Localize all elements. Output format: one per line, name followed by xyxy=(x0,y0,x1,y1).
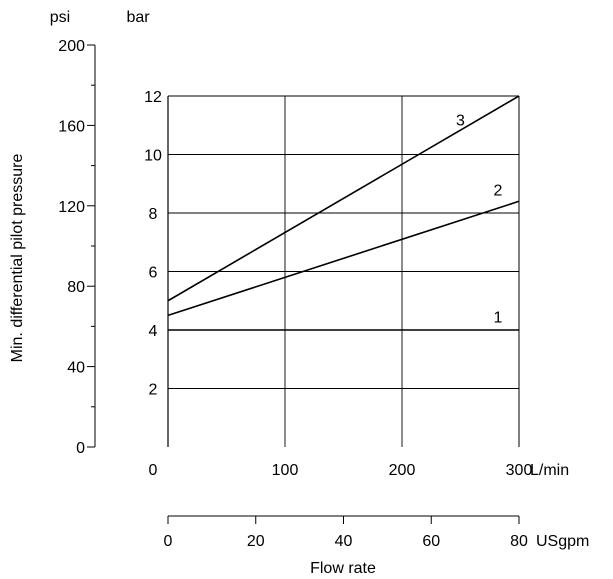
psi-axis: 0 40 80 120 160 200 xyxy=(58,38,96,457)
lmin-tick-label: 300 xyxy=(506,462,533,479)
series-line-2 xyxy=(167,200,520,317)
y-axis-title: Min. differential pilot pressure xyxy=(9,154,26,363)
lmin-tick-labels: 0 100 200 300 xyxy=(149,462,533,479)
usgpm-tick-label: 40 xyxy=(335,533,353,550)
bar-tick-label: 2 xyxy=(149,382,158,399)
usgpm-axis: 0 20 40 60 80 xyxy=(164,515,528,550)
psi-tick-label: 120 xyxy=(58,199,85,216)
psi-tick-label: 40 xyxy=(67,360,85,377)
psi-tick-label: 80 xyxy=(67,279,85,296)
usgpm-tick-label: 60 xyxy=(422,533,440,550)
series-label-2: 2 xyxy=(493,182,502,199)
lmin-tick-label: 100 xyxy=(272,462,299,479)
chart-grid xyxy=(168,96,519,447)
usgpm-tick-label: 0 xyxy=(164,533,173,550)
series-lines: 1 2 3 xyxy=(167,95,520,331)
bar-tick-label: 12 xyxy=(144,89,162,106)
bar-tick-label: 10 xyxy=(144,148,162,165)
usgpm-unit-label: USgpm xyxy=(536,533,589,550)
psi-tick-label: 0 xyxy=(76,440,85,457)
series-line-3 xyxy=(167,95,520,302)
series-label-1: 1 xyxy=(493,310,502,327)
bar-tick-label: 4 xyxy=(149,323,158,340)
bar-tick-label: 6 xyxy=(149,265,158,282)
series-label-3: 3 xyxy=(456,112,465,129)
psi-tick-label: 160 xyxy=(58,118,85,135)
usgpm-tick-label: 80 xyxy=(510,533,528,550)
lmin-unit-label: L/min xyxy=(530,462,569,479)
usgpm-tick-label: 20 xyxy=(247,533,265,550)
bar-unit-label: bar xyxy=(126,9,150,26)
psi-unit-label: psi xyxy=(50,9,70,26)
plot-frame xyxy=(167,95,520,447)
lmin-tick-label: 0 xyxy=(149,462,158,479)
x-axis-title: Flow rate xyxy=(310,560,376,577)
lmin-tick-label: 200 xyxy=(389,462,416,479)
bar-tick-labels: 2 4 6 8 10 12 xyxy=(144,89,162,399)
psi-tick-label: 200 xyxy=(58,38,85,55)
bar-tick-label: 8 xyxy=(149,206,158,223)
